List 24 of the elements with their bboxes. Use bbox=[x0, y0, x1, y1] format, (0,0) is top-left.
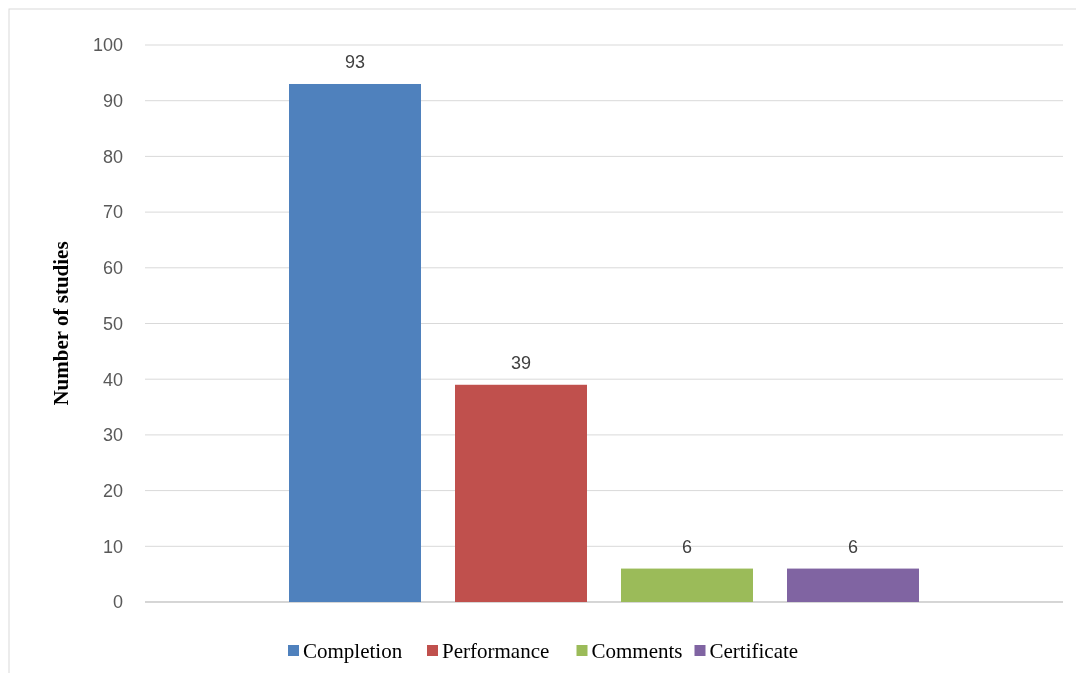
legend-label: Comments bbox=[591, 639, 683, 664]
y-tick-label: 70 bbox=[102, 202, 123, 223]
data-label: 39 bbox=[510, 352, 532, 373]
legend-label: Certificate bbox=[709, 639, 799, 664]
y-tick-label: 30 bbox=[102, 425, 123, 446]
data-label: 6 bbox=[681, 536, 693, 557]
y-tick-label: 100 bbox=[92, 35, 123, 56]
data-label: 93 bbox=[344, 51, 366, 72]
y-tick-label: 10 bbox=[102, 536, 123, 557]
y-tick-label: 0 bbox=[112, 592, 123, 613]
y-tick-label: 80 bbox=[102, 146, 123, 167]
legend-label: Completion bbox=[303, 639, 403, 664]
y-axis-title: Number of studies bbox=[49, 241, 73, 406]
legend-label: Performance bbox=[442, 639, 550, 664]
y-tick-label: 20 bbox=[102, 480, 123, 501]
y-tick-label: 50 bbox=[102, 313, 123, 334]
bar bbox=[787, 568, 919, 602]
bar bbox=[621, 568, 753, 602]
data-label: 6 bbox=[847, 536, 859, 557]
bar bbox=[289, 83, 421, 602]
y-tick-label: 60 bbox=[102, 258, 123, 279]
y-tick-label: 40 bbox=[102, 369, 123, 390]
bar bbox=[455, 384, 587, 602]
y-tick-label: 90 bbox=[102, 91, 123, 111]
